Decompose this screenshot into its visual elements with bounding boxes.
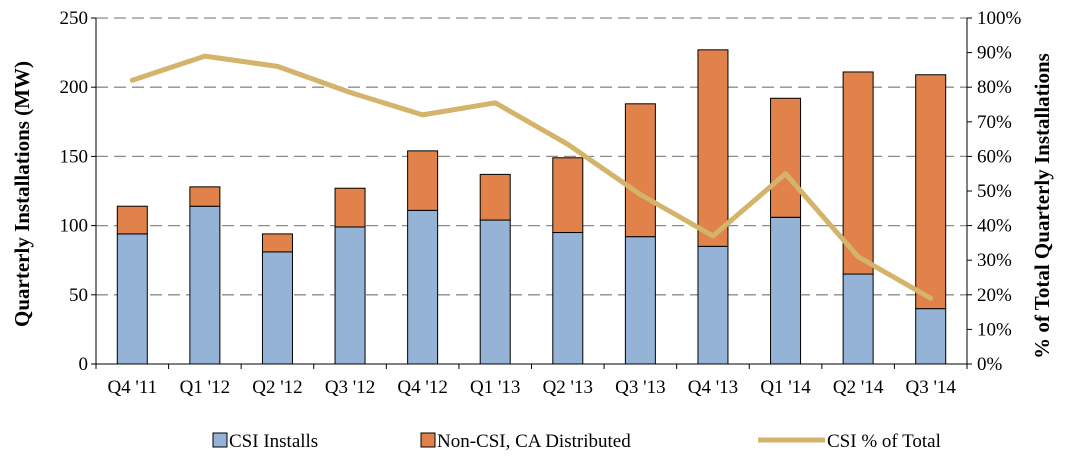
bar (334, 187, 366, 228)
y2-axis-title: % of Total Quarterly Installations (1030, 53, 1054, 359)
bar (407, 150, 439, 211)
bar (334, 226, 366, 365)
y2-tick-label: 80% (977, 77, 1012, 98)
bar (479, 219, 511, 365)
bar (407, 209, 439, 365)
bar (552, 157, 584, 234)
y2-tick-label: 70% (977, 112, 1012, 133)
legend-swatch (420, 432, 436, 448)
bar (116, 233, 148, 365)
legend-label: CSI Installs (229, 431, 318, 452)
bar (915, 308, 947, 365)
bar (842, 273, 874, 365)
bar (915, 74, 947, 310)
bar (624, 103, 656, 238)
x-tick-label: Q4 '12 (397, 377, 447, 398)
y-tick-label: 150 (60, 146, 89, 167)
bar (624, 236, 656, 365)
y2-tick-label: 100% (977, 8, 1022, 29)
x-tick-label: Q3 '13 (615, 377, 665, 398)
legend-item: Non-CSI, CA Distributed (420, 431, 631, 452)
y-axis-tick-labels: 0 50 100 150 200 250 (60, 8, 89, 375)
legend-item: CSI Installs (212, 431, 318, 452)
x-tick-label: Q1 '12 (180, 377, 230, 398)
legend-label: CSI % of Total (827, 431, 941, 452)
y2-tick-label: 60% (977, 146, 1012, 167)
bar (552, 232, 584, 365)
y2-tick-label: 90% (977, 43, 1012, 64)
bars (116, 49, 947, 365)
legend: CSI Installs Non-CSI, CA Distributed CSI… (212, 431, 941, 452)
bar (261, 233, 293, 253)
bar (116, 205, 148, 235)
percent-series-line (129, 53, 934, 301)
x-tick-label: Q2 '12 (252, 377, 302, 398)
x-tick-label: Q2 '13 (543, 377, 593, 398)
y-tick-label: 250 (60, 8, 89, 29)
x-tick-label: Q1 '13 (470, 377, 520, 398)
bar (261, 251, 293, 365)
x-tick-label: Q4 '13 (688, 377, 738, 398)
y2-tick-label: 10% (977, 319, 1012, 340)
y-tick-label: 100 (60, 216, 89, 237)
bar (770, 216, 802, 365)
percent-line (129, 53, 934, 301)
x-tick-label: Q3 '12 (325, 377, 375, 398)
y2-tick-label: 50% (977, 181, 1012, 202)
y2-tick-label: 40% (977, 216, 1012, 237)
x-tick-label: Q4 '11 (107, 377, 157, 398)
y2-axis-tick-labels: 0% 10% 20% 30% 40% 50% 60% 70% 80% 90% 100% (977, 8, 1022, 375)
legend-label: Non-CSI, CA Distributed (437, 431, 631, 452)
x-axis-tick-labels: Q4 '11 Q1 '12 Q2 '12 Q3 '12 Q4 '12 Q1 '13 Q2 '… (107, 377, 956, 398)
x-tick-label: Q2 '14 (833, 377, 884, 398)
axes (91, 17, 972, 369)
y-tick-label: 50 (69, 285, 88, 306)
y-tick-label: 200 (60, 77, 89, 98)
legend-item: CSI % of Total (758, 431, 941, 452)
x-tick-label: Q1 '14 (760, 377, 811, 398)
bar (697, 49, 729, 247)
bar (842, 71, 874, 275)
gridlines (96, 17, 967, 296)
bar (697, 245, 729, 365)
bar (770, 97, 802, 218)
y-axis-title: Quarterly Installations (MW) (10, 61, 34, 327)
legend-swatch (212, 432, 228, 448)
bar (189, 205, 221, 365)
y2-tick-label: 20% (977, 285, 1012, 306)
x-tick-label: Q3 '14 (906, 377, 957, 398)
y-tick-label: 0 (79, 354, 89, 375)
y2-tick-label: 30% (977, 250, 1012, 271)
y2-tick-label: 0% (977, 354, 1003, 375)
bar (189, 186, 221, 207)
bar (479, 173, 511, 221)
